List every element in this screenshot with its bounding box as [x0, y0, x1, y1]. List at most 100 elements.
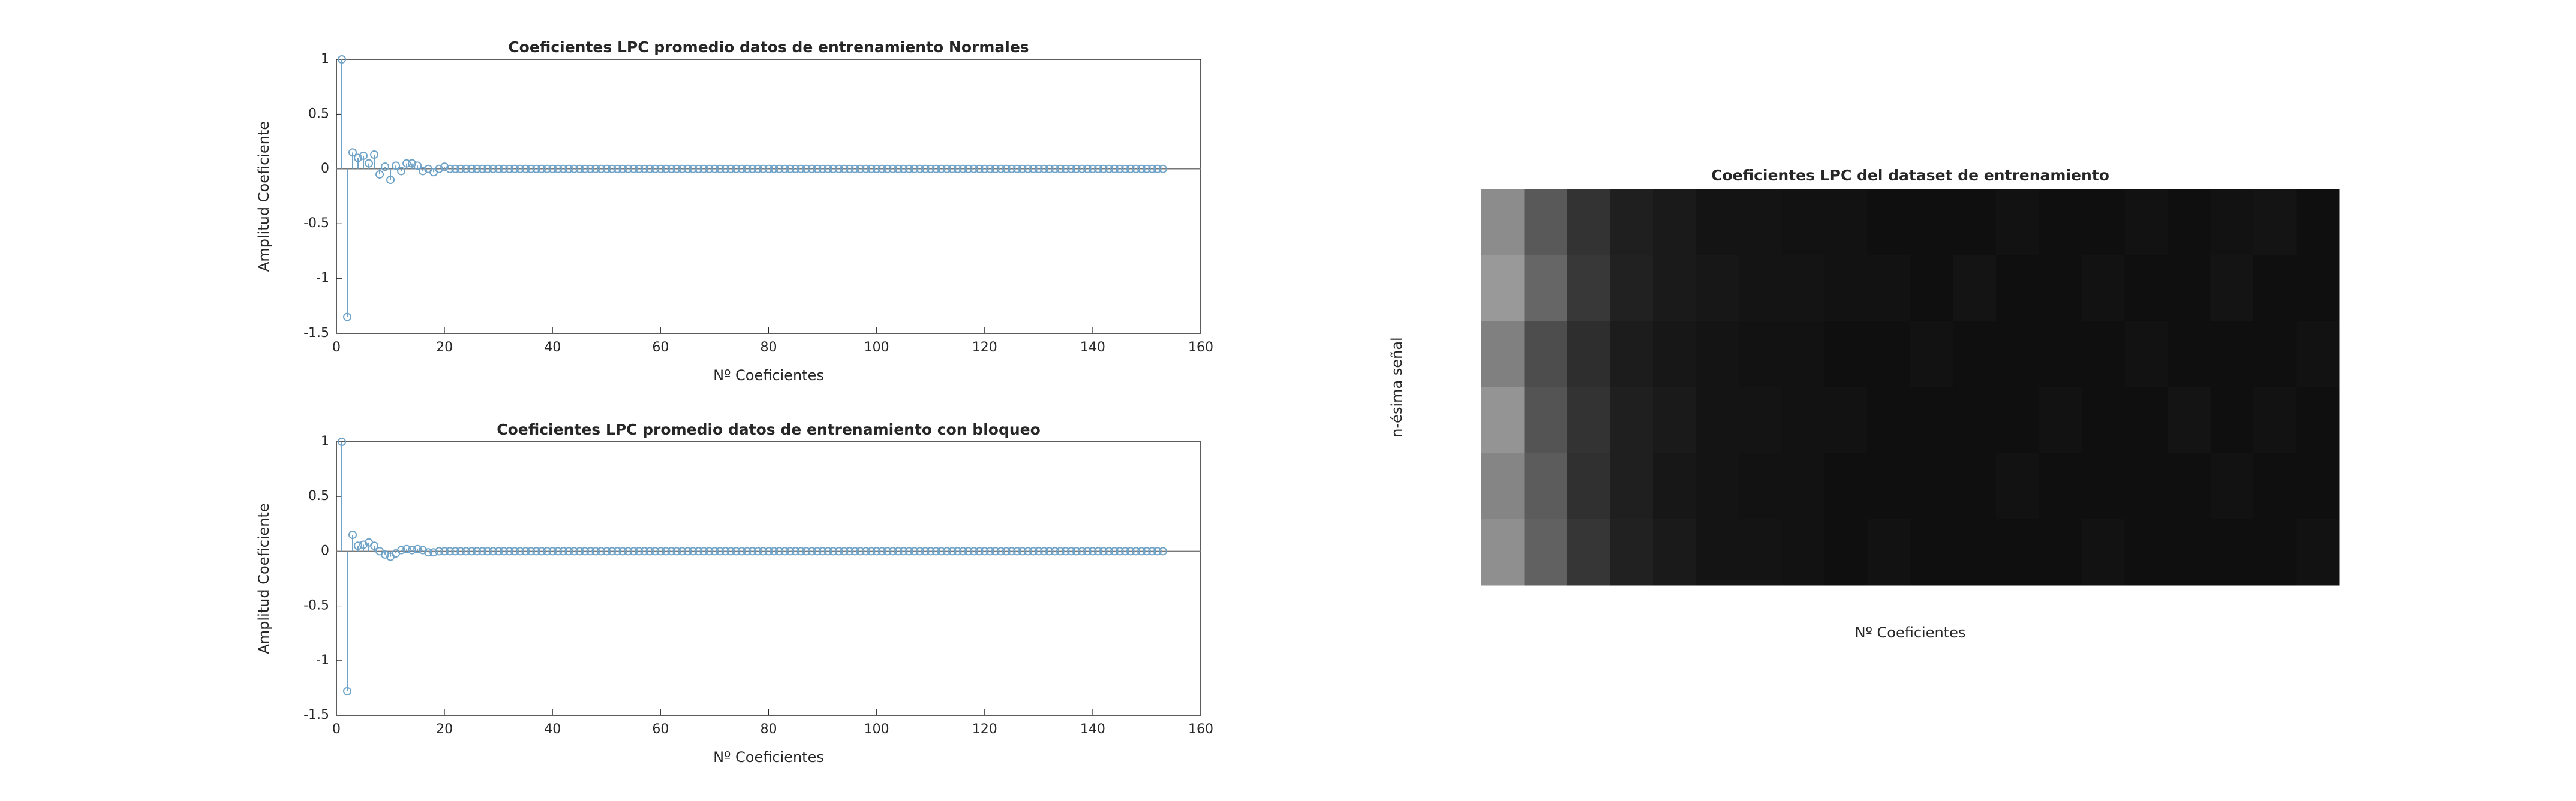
- stem-marker: [1039, 164, 1048, 173]
- stem-marker: [413, 544, 422, 553]
- stem-marker: [1072, 164, 1081, 173]
- stem-marker: [1002, 164, 1011, 173]
- heat-cell: [1696, 519, 1739, 586]
- stem-marker: [818, 547, 827, 556]
- heat-cell: [2039, 189, 2082, 256]
- stem-marker: [770, 164, 778, 173]
- stem-marker: [1072, 547, 1081, 556]
- heat-cell: [2210, 453, 2254, 520]
- heat-cell: [1653, 453, 1696, 520]
- heat-cell: [2253, 189, 2297, 256]
- stem-marker: [527, 547, 536, 556]
- heat-cell: [2253, 453, 2297, 520]
- stem-marker: [575, 164, 584, 173]
- heat-cell: [1910, 453, 1953, 520]
- stem-marker: [667, 164, 676, 173]
- stem-marker: [694, 547, 703, 556]
- heat-cell: [2082, 519, 2125, 586]
- heat-cell: [2168, 255, 2211, 322]
- heat-cell: [1567, 519, 1610, 586]
- y-tick-label: -0.5: [303, 598, 329, 613]
- stem-marker: [613, 547, 622, 556]
- heat-cell: [1910, 321, 1953, 388]
- heat-cell: [2082, 189, 2125, 256]
- heat-cell: [1481, 519, 1525, 586]
- stem-marker: [548, 547, 557, 556]
- heat-cell: [1867, 387, 1911, 454]
- stem-marker: [343, 312, 352, 321]
- stem-marker: [996, 164, 1005, 173]
- stem-marker: [1083, 164, 1092, 173]
- stem-marker: [1153, 547, 1162, 556]
- stem-marker: [964, 164, 973, 173]
- stem-marker: [829, 547, 838, 556]
- heat-cell: [2210, 387, 2254, 454]
- stem-marker: [845, 164, 854, 173]
- stem-marker: [786, 164, 795, 173]
- stem-marker: [1115, 547, 1124, 556]
- stem-marker: [419, 167, 428, 176]
- stem-marker: [791, 164, 800, 173]
- stem-marker: [451, 547, 460, 556]
- heat-cell: [1824, 255, 1868, 322]
- stem-marker: [516, 164, 525, 173]
- stem-marker: [1153, 164, 1162, 173]
- stem-marker: [764, 547, 773, 556]
- stem-marker: [478, 164, 487, 173]
- stem-marker: [397, 546, 406, 555]
- stem-marker: [985, 164, 994, 173]
- stem-marker: [462, 164, 471, 173]
- heat-cell: [1996, 519, 2039, 586]
- stem-marker: [1093, 547, 1102, 556]
- stem-marker: [354, 153, 363, 162]
- stem-marker: [451, 164, 460, 173]
- stem-marker: [1099, 547, 1108, 556]
- x-tick-label: 60: [652, 722, 669, 737]
- stem-marker: [942, 164, 951, 173]
- stem-marker: [1029, 547, 1038, 556]
- stem-marker: [608, 547, 617, 556]
- heat-cell: [1524, 519, 1568, 586]
- stem-marker: [888, 164, 897, 173]
- stem-marker: [840, 164, 849, 173]
- stem-marker: [829, 164, 838, 173]
- stem-marker: [743, 164, 752, 173]
- stem-marker: [726, 547, 735, 556]
- heat-cell: [1996, 453, 2039, 520]
- x-axis-label: Nº Coeficientes: [713, 367, 824, 384]
- stem-marker: [904, 164, 913, 173]
- stem-marker: [1056, 164, 1065, 173]
- y-tick-label: 0: [321, 543, 329, 558]
- stem-marker: [991, 164, 1000, 173]
- stem-marker: [953, 164, 962, 173]
- stem-marker: [1012, 164, 1021, 173]
- stem-marker: [1088, 164, 1097, 173]
- heat-cell: [1653, 387, 1696, 454]
- stem-marker: [683, 164, 692, 173]
- x-tick-label: 40: [544, 340, 561, 355]
- stem-marker: [440, 162, 449, 171]
- stem-marker: [1104, 547, 1113, 556]
- heat-cell: [1610, 387, 1654, 454]
- heat-cell: [2168, 321, 2211, 388]
- stem-marker: [1018, 547, 1027, 556]
- heat-cell: [1996, 321, 2039, 388]
- stem-marker: [764, 164, 773, 173]
- heat-cell: [1653, 321, 1696, 388]
- stem-marker: [575, 547, 584, 556]
- stem-marker: [591, 547, 600, 556]
- y-tick-label: -1.5: [303, 707, 329, 722]
- stem-marker: [743, 547, 752, 556]
- stem-marker: [737, 164, 746, 173]
- heat-cell: [2039, 255, 2082, 322]
- stem-marker: [1142, 547, 1151, 556]
- heat-cell: [2124, 255, 2168, 322]
- stem-marker: [1077, 164, 1086, 173]
- stem-marker: [651, 164, 660, 173]
- x-tick-label: 100: [864, 722, 889, 737]
- heat-cell: [1781, 189, 1825, 256]
- stem-marker: [1131, 164, 1140, 173]
- stem-marker: [370, 150, 379, 159]
- x-tick-label: 120: [972, 722, 997, 737]
